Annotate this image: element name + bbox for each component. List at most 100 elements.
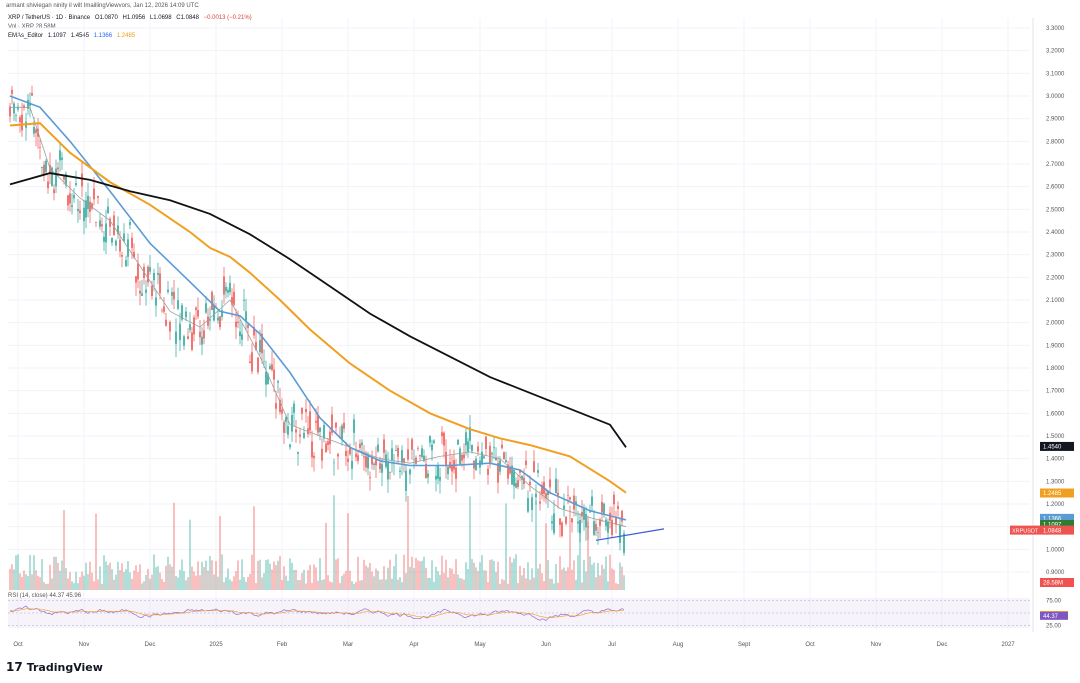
candle-body [87,195,89,209]
candle-body [267,373,269,385]
volume-bar [531,568,533,590]
candle-body [379,463,381,470]
candle-body [243,299,245,301]
volume-bar [151,574,153,590]
tradingview-footer[interactable]: 17 TradingView [6,660,103,674]
volume-bar [21,576,23,590]
candle-body [285,417,287,422]
candle-body [355,453,357,458]
candle-body [45,160,47,172]
candle-body [27,99,29,109]
candle-body [441,432,443,437]
volume-bar [501,579,503,590]
candle-body [413,459,415,461]
ema-label[interactable]: EMAs_Editor [8,33,44,39]
candle-body [135,276,137,283]
candle-body [79,210,81,214]
volume-bar [289,558,291,590]
volume-bar [399,577,401,590]
y-tick-label: 3.1000 [1046,71,1065,77]
x-tick-label: Jun [541,642,551,648]
symbol-tag [1010,525,1040,535]
y-tick-label: 1.3000 [1046,479,1065,485]
candle-body [415,457,417,464]
candle-body [13,103,15,114]
candle-body [147,266,149,283]
candle-body [211,291,213,311]
volume-bar [297,580,299,590]
y-tick-label: 2.4000 [1046,230,1065,236]
candle-body [315,420,317,423]
candle-body [47,181,49,189]
candle-body [213,305,215,321]
volume-bar [113,579,115,590]
volume-label[interactable]: Vol · XRP 28.58M [8,24,56,30]
volume-bar [89,561,91,590]
volume-bar [225,577,227,590]
candle-body [619,524,621,543]
candle-body [525,460,527,466]
candle-body [205,303,207,313]
candle-body [293,403,295,413]
volume-bar [83,575,85,590]
volume-bar [619,562,621,590]
candle-body [451,465,453,472]
chart-legend: XRP / TetherUS · 1D · Binance O1.0870 H1… [8,14,255,41]
volume-bar [329,581,331,590]
candle-body [299,434,301,437]
volume-bar [303,569,305,590]
volume-bar [539,563,541,590]
volume-bar [245,581,247,590]
candle-body [67,195,69,206]
volume-bar [481,555,483,590]
candle-body [173,291,175,300]
candle-body [41,167,43,169]
rsi-label[interactable]: RSI (14, close) 44.37 45.96 [8,593,82,599]
volume-bar [557,582,559,590]
volume-bar [203,567,205,590]
candle-body [239,331,241,337]
candle-body [133,251,135,258]
candle-body [219,316,221,328]
volume-bar [445,559,447,590]
candle-body [123,233,125,242]
volume-bar [177,577,179,590]
volume-bar [559,556,561,590]
volume-bar [605,556,607,590]
candle-body [51,167,53,186]
close-value: C1.0848 [176,15,199,21]
volume-bar [183,571,185,590]
candle-body [99,220,101,227]
volume-bar [65,568,67,590]
candle-body [283,422,285,433]
rsi-band [8,598,1030,628]
volume-bar [609,554,611,590]
candle-body [457,439,459,445]
candle-body [227,289,229,293]
candle-body [187,336,189,340]
candle-body [583,508,585,520]
rsi-axis-label: 25.00 [1046,624,1062,630]
volume-bar [429,577,431,590]
volume-bar [591,564,593,590]
candle-body [551,521,553,524]
volume-bar [543,581,545,590]
candle-body [131,237,133,249]
candle-body [245,311,247,322]
candle-body [341,425,343,439]
candle-body [515,483,517,488]
symbol-label[interactable]: XRP / TetherUS · 1D · Binance [8,15,91,21]
volume-tag-label: 28.58M [1043,581,1063,587]
y-tick-label: 1.2000 [1046,502,1065,508]
y-tick-label: 2.6000 [1046,185,1065,191]
volume-bar [155,567,157,590]
candle-body [621,510,623,522]
y-tick-label: 1.7000 [1046,389,1065,395]
x-tick-label: Mar [343,642,353,648]
volume-bar [589,556,591,590]
candle-body [325,443,327,453]
y-tick-label: 2.7000 [1046,162,1065,168]
volume-bar [305,583,307,590]
volume-bar [269,563,271,590]
